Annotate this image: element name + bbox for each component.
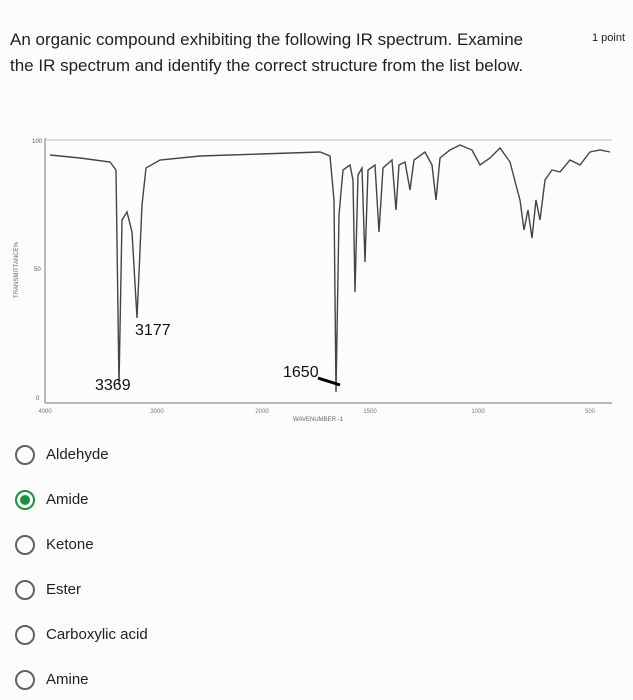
- x-axis-label: WAVENUMBER -1: [293, 417, 344, 423]
- x-tick-label: 1500: [363, 409, 377, 415]
- option-label: Carboxylic acid: [46, 626, 148, 643]
- y-tick-label: 50: [34, 267, 41, 273]
- question-text: An organic compound exhibiting the follo…: [10, 30, 524, 49]
- radio-option[interactable]: Ketone: [0, 530, 300, 560]
- radio-circle: [15, 625, 35, 645]
- radio-button[interactable]: [5, 485, 45, 515]
- x-tick-label: 1000: [471, 409, 485, 415]
- x-tick-label: 4000: [38, 409, 52, 415]
- peak-annotation: 1650: [283, 364, 319, 381]
- radio-button[interactable]: [5, 575, 45, 605]
- option-label: Amine: [46, 671, 89, 688]
- y-axis-label: TRANSMITTANCE%: [14, 241, 20, 298]
- radio-circle: [15, 580, 35, 600]
- radio-circle: [15, 490, 35, 510]
- x-tick-label: 2000: [255, 409, 269, 415]
- radio-button[interactable]: [5, 665, 45, 695]
- radio-circle: [15, 445, 35, 465]
- option-label: Ester: [46, 581, 82, 598]
- points: 1 point: [591, 32, 625, 44]
- y-tick-label: 0: [36, 396, 40, 402]
- radio-circle: [15, 670, 35, 690]
- question-text: the IR spectrum and identify the correct…: [10, 56, 524, 75]
- radio-option[interactable]: Ester: [0, 575, 300, 605]
- ir-spectrum: 100 50 0 TRANSMITTANCE% 4000 3000 2000 1…: [14, 138, 612, 423]
- x-tick-label: 500: [585, 409, 596, 415]
- peak-annotation: 3369: [95, 377, 131, 394]
- y-tick-label: 100: [32, 139, 43, 145]
- annotation-mark: [317, 376, 341, 387]
- radio-dot: [20, 495, 30, 505]
- radio-option[interactable]: Aldehyde: [0, 440, 300, 470]
- radio-circle: [15, 535, 35, 555]
- radio-button[interactable]: [5, 530, 45, 560]
- radio-button[interactable]: [5, 620, 45, 650]
- radio-option[interactable]: Amide: [0, 485, 300, 515]
- option-label: Aldehyde: [46, 446, 109, 463]
- option-label: Ketone: [46, 536, 94, 553]
- spectrum-curve: [49, 144, 611, 393]
- x-tick-label: 3000: [150, 409, 164, 415]
- radio-option[interactable]: Amine: [0, 665, 300, 695]
- peak-annotation: 3177: [135, 322, 171, 339]
- radio-button[interactable]: [5, 440, 45, 470]
- option-label: Amide: [46, 491, 89, 508]
- radio-option[interactable]: Carboxylic acid: [0, 620, 300, 650]
